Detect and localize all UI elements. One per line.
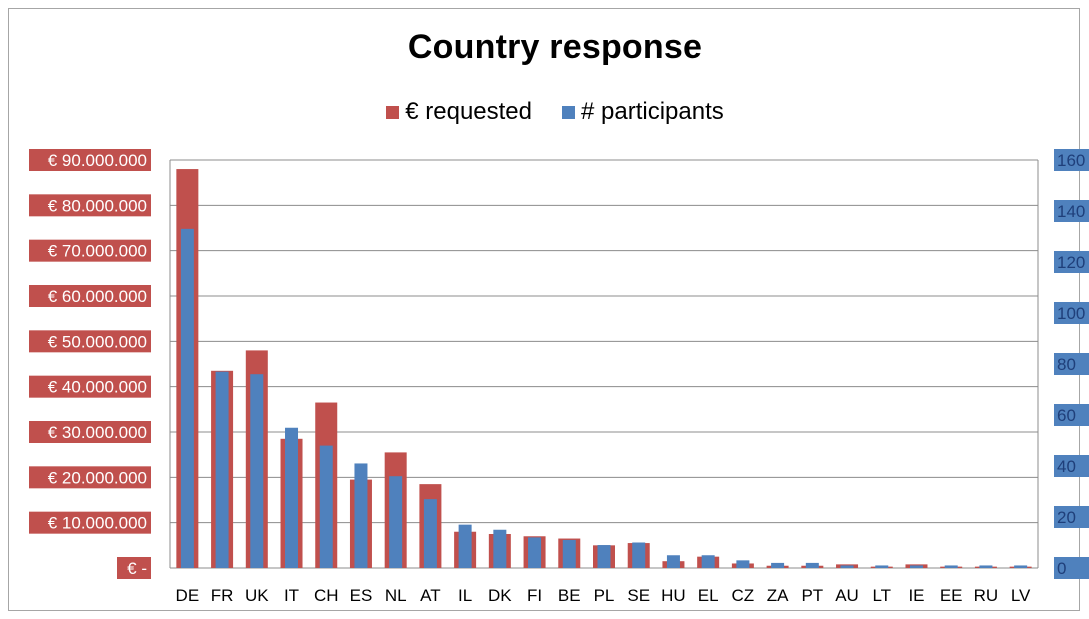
left-tick-box-6 [29, 285, 151, 307]
category-label-PL: PL [594, 586, 615, 605]
bar-participants-EE [944, 565, 958, 568]
category-label-HU: HU [661, 586, 686, 605]
bar-participants-SE [632, 542, 646, 568]
bar-participants-ES [354, 463, 368, 568]
left-tick-label-0: € - [127, 559, 147, 578]
left-tick-box-3 [29, 421, 151, 443]
category-label-UK: UK [245, 586, 269, 605]
left-tick-box-2 [29, 466, 151, 489]
right-tick-label-2: 40 [1057, 457, 1076, 476]
left-tick-box-5 [29, 330, 151, 353]
bar-participants-BE [562, 539, 576, 568]
legend-label-participants: # participants [581, 98, 724, 125]
category-label-IT: IT [284, 586, 299, 605]
bar-participants-LT [875, 565, 889, 568]
category-label-FI: FI [527, 586, 542, 605]
category-label-RU: RU [974, 586, 999, 605]
category-label-EE: EE [940, 586, 963, 605]
category-label-PT: PT [801, 586, 823, 605]
bar-participants-CZ [736, 560, 750, 568]
bar-participants-DK [493, 529, 507, 568]
category-label-ZA: ZA [767, 586, 789, 605]
right-tick-label-8: 160 [1057, 151, 1085, 170]
category-label-LV: LV [1011, 586, 1031, 605]
bar-participants-CH [319, 445, 333, 568]
category-label-CZ: CZ [732, 586, 755, 605]
bar-participants-IT [285, 427, 299, 568]
category-label-ES: ES [350, 586, 373, 605]
category-label-LT: LT [872, 586, 891, 605]
bar-participants-UK [250, 374, 264, 568]
legend-item-requested: € requested [386, 98, 532, 126]
right-tick-label-5: 100 [1057, 304, 1085, 323]
category-label-SE: SE [627, 586, 650, 605]
right-tick-label-7: 140 [1057, 202, 1085, 221]
bar-participants-RU [979, 565, 993, 568]
bar-participants-HU [666, 555, 680, 568]
category-label-DE: DE [176, 586, 200, 605]
category-label-CH: CH [314, 586, 339, 605]
left-tick-label-7: € 70.000.000 [48, 242, 147, 261]
right-tick-label-3: 60 [1057, 406, 1076, 425]
left-tick-box-1 [29, 511, 151, 534]
right-tick-box-6 [1054, 251, 1089, 273]
bar-participants-AU [840, 565, 854, 568]
left-tick-box-0 [117, 557, 151, 579]
legend-label-requested: € requested [405, 98, 532, 125]
legend-item-participants: # participants [562, 98, 724, 126]
right-tick-label-1: 20 [1057, 508, 1076, 527]
right-tick-box-8 [1054, 149, 1089, 171]
bar-participants-LV [1014, 565, 1028, 568]
category-label-IE: IE [908, 586, 924, 605]
right-tick-box-2 [1054, 455, 1089, 477]
category-label-AU: AU [835, 586, 859, 605]
bar-participants-FR [215, 371, 229, 568]
category-label-DK: DK [488, 586, 512, 605]
bar-participants-IE [909, 565, 923, 568]
bar-participants-DE [180, 228, 194, 568]
left-tick-label-1: € 10.000.000 [48, 514, 147, 533]
chart-legend: € requested # participants [0, 98, 1089, 126]
bar-participants-NL [389, 476, 403, 568]
left-tick-label-9: € 90.000.000 [48, 151, 147, 170]
category-label-BE: BE [558, 586, 581, 605]
bar-participants-EL [701, 555, 715, 568]
legend-swatch-requested [386, 105, 400, 119]
right-tick-box-1 [1054, 506, 1089, 528]
category-label-AT: AT [420, 586, 440, 605]
left-tick-label-3: € 30.000.000 [48, 423, 147, 442]
left-tick-box-4 [29, 375, 151, 398]
bar-participants-PL [597, 545, 611, 568]
bar-participants-PT [805, 562, 819, 568]
category-label-FR: FR [211, 586, 234, 605]
bar-participants-ZA [771, 562, 785, 568]
right-tick-label-4: 80 [1057, 355, 1076, 374]
category-label-EL: EL [698, 586, 719, 605]
left-tick-label-2: € 20.000.000 [48, 468, 147, 487]
left-tick-label-8: € 80.000.000 [48, 196, 147, 215]
legend-swatch-participants [562, 105, 575, 119]
category-label-NL: NL [385, 586, 407, 605]
left-tick-box-7 [29, 239, 151, 262]
right-tick-box-4 [1054, 353, 1089, 375]
right-tick-box-0 [1054, 557, 1089, 579]
left-tick-label-6: € 60.000.000 [48, 287, 147, 306]
left-tick-label-4: € 40.000.000 [48, 378, 147, 397]
bar-participants-FI [528, 537, 542, 568]
right-tick-box-3 [1054, 404, 1089, 426]
left-tick-box-9 [29, 149, 151, 171]
bar-participants-IL [458, 524, 472, 568]
right-tick-label-6: 120 [1057, 253, 1085, 272]
right-tick-box-7 [1054, 200, 1089, 222]
right-tick-box-5 [1054, 302, 1089, 324]
right-tick-label-0: 0 [1057, 559, 1066, 578]
chart-title: Country response [407, 28, 703, 66]
left-tick-box-8 [29, 194, 151, 217]
bar-participants-AT [423, 499, 437, 568]
category-label-IL: IL [458, 586, 472, 605]
left-tick-label-5: € 50.000.000 [48, 332, 147, 351]
